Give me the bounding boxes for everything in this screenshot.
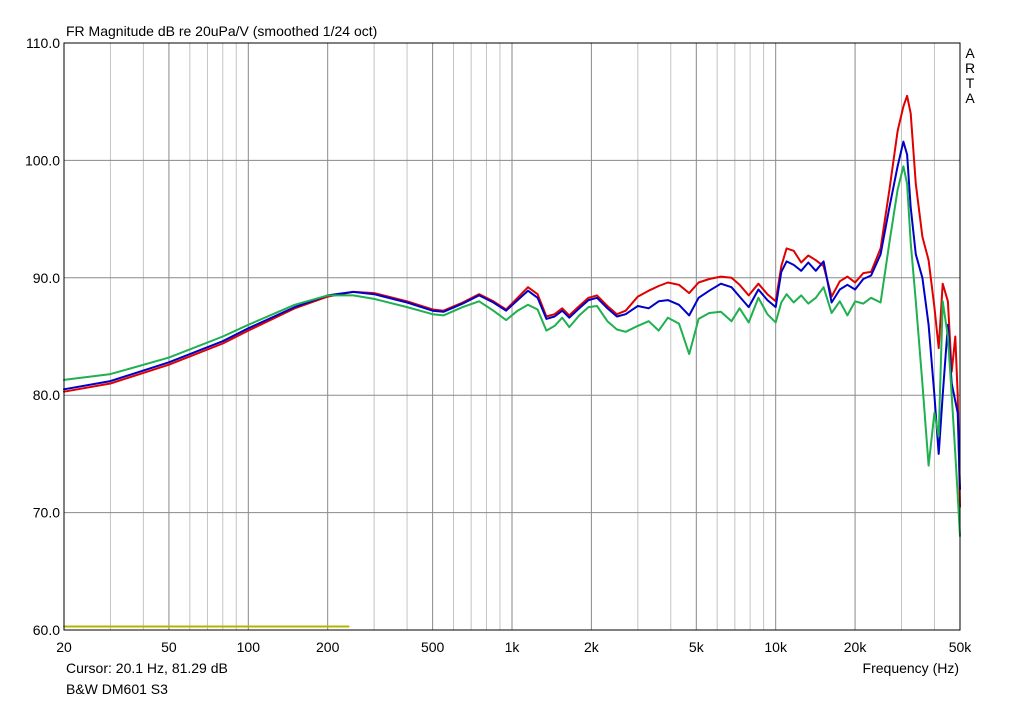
x-tick-label: 50 [161, 639, 177, 655]
plot-frame [63, 42, 961, 631]
x-tick-label: 10k [764, 639, 788, 655]
footer-label: B&W DM601 S3 [66, 681, 168, 697]
x-axis-label: Frequency (Hz) [863, 660, 959, 676]
x-tick-label: 20k [844, 639, 868, 655]
series-line-3 [63, 165, 961, 538]
x-tick-label: 200 [316, 639, 340, 655]
y-tick-label: 60.0 [33, 622, 60, 638]
watermark-letter: R [965, 60, 975, 76]
series-lines [63, 94, 961, 628]
y-tick-label: 110.0 [26, 35, 60, 51]
x-tick-label: 1k [505, 639, 521, 655]
y-tick-label: 80.0 [33, 387, 60, 403]
y-tick-labels: 110.0 100.0 90.0 80.0 70.0 60.0 [25, 35, 60, 638]
x-tick-label: 20 [56, 639, 72, 655]
watermark-letter: T [966, 75, 975, 91]
x-tick-label: 5k [689, 639, 705, 655]
grid-lines [64, 43, 960, 630]
x-tick-label: 100 [237, 639, 261, 655]
cursor-readout: Cursor: 20.1 Hz, 81.29 dB [66, 660, 228, 676]
watermark-letter: A [965, 90, 975, 106]
chart-title: FR Magnitude dB re 20uPa/V (smoothed 1/2… [66, 23, 377, 39]
y-tick-label: 70.0 [33, 505, 60, 521]
series-line-2 [63, 140, 961, 491]
x-tick-label: 2k [584, 639, 600, 655]
y-tick-label: 100.0 [25, 152, 60, 168]
x-tick-label: 50k [949, 639, 973, 655]
x-tick-label: 500 [421, 639, 445, 655]
y-tick-label: 90.0 [33, 270, 60, 286]
x-tick-labels: 20 50 100 200 500 1k 2k 5k 10k 20k 50k [56, 639, 972, 655]
watermark-letter: A [965, 45, 975, 61]
